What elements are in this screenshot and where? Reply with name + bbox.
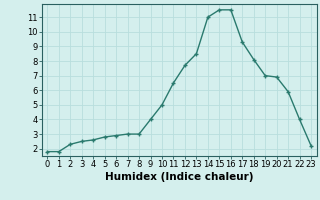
X-axis label: Humidex (Indice chaleur): Humidex (Indice chaleur) [105, 172, 253, 182]
